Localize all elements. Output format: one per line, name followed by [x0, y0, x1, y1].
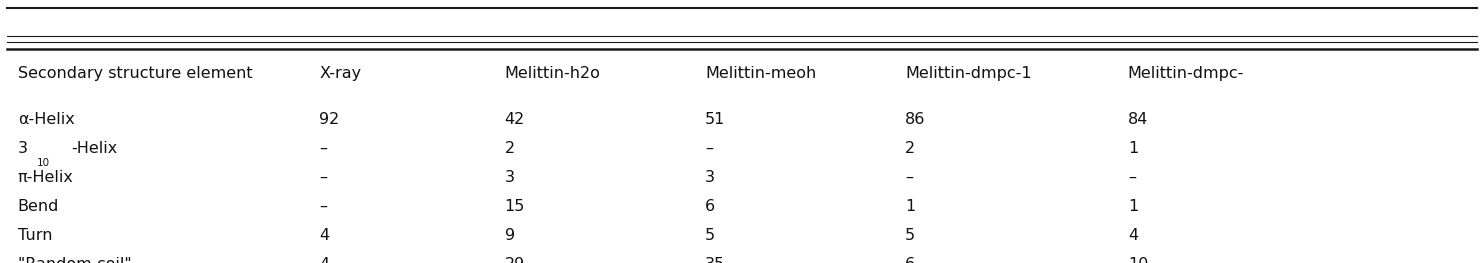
- Text: Melittin-meoh: Melittin-meoh: [705, 66, 816, 81]
- Text: –: –: [705, 141, 712, 156]
- Text: 4: 4: [319, 257, 329, 263]
- Text: 5: 5: [705, 228, 715, 243]
- Text: 4: 4: [319, 228, 329, 243]
- Text: 2: 2: [905, 141, 916, 156]
- Text: –: –: [905, 170, 913, 185]
- Text: -Helix: -Helix: [71, 141, 117, 156]
- Text: 9: 9: [505, 228, 515, 243]
- Text: 6: 6: [705, 199, 715, 214]
- Text: 1: 1: [1128, 141, 1138, 156]
- Text: Melittin-dmpc-: Melittin-dmpc-: [1128, 66, 1244, 81]
- Text: "Random coil": "Random coil": [18, 257, 132, 263]
- Text: Turn: Turn: [18, 228, 52, 243]
- Text: 1: 1: [905, 199, 916, 214]
- Text: 3: 3: [505, 170, 515, 185]
- Text: Melittin-h2o: Melittin-h2o: [505, 66, 601, 81]
- Text: 1: 1: [1128, 199, 1138, 214]
- Text: 3: 3: [18, 141, 28, 156]
- Text: 84: 84: [1128, 112, 1149, 127]
- Text: 5: 5: [905, 228, 916, 243]
- Text: 29: 29: [505, 257, 525, 263]
- Text: 35: 35: [705, 257, 726, 263]
- Text: 92: 92: [319, 112, 340, 127]
- Text: X-ray: X-ray: [319, 66, 361, 81]
- Text: α-Helix: α-Helix: [18, 112, 74, 127]
- Text: 15: 15: [505, 199, 525, 214]
- Text: 42: 42: [505, 112, 525, 127]
- Text: –: –: [319, 199, 326, 214]
- Text: 6: 6: [905, 257, 916, 263]
- Text: –: –: [1128, 170, 1135, 185]
- Text: 86: 86: [905, 112, 926, 127]
- Text: π-Helix: π-Helix: [18, 170, 74, 185]
- Text: 4: 4: [1128, 228, 1138, 243]
- Text: Bend: Bend: [18, 199, 59, 214]
- Text: –: –: [319, 141, 326, 156]
- Text: 10: 10: [37, 158, 50, 168]
- Text: 2: 2: [505, 141, 515, 156]
- Text: 51: 51: [705, 112, 726, 127]
- Text: Secondary structure element: Secondary structure element: [18, 66, 252, 81]
- Text: 3: 3: [705, 170, 715, 185]
- Text: –: –: [319, 170, 326, 185]
- Text: Melittin-dmpc-1: Melittin-dmpc-1: [905, 66, 1031, 81]
- Text: 10: 10: [1128, 257, 1149, 263]
